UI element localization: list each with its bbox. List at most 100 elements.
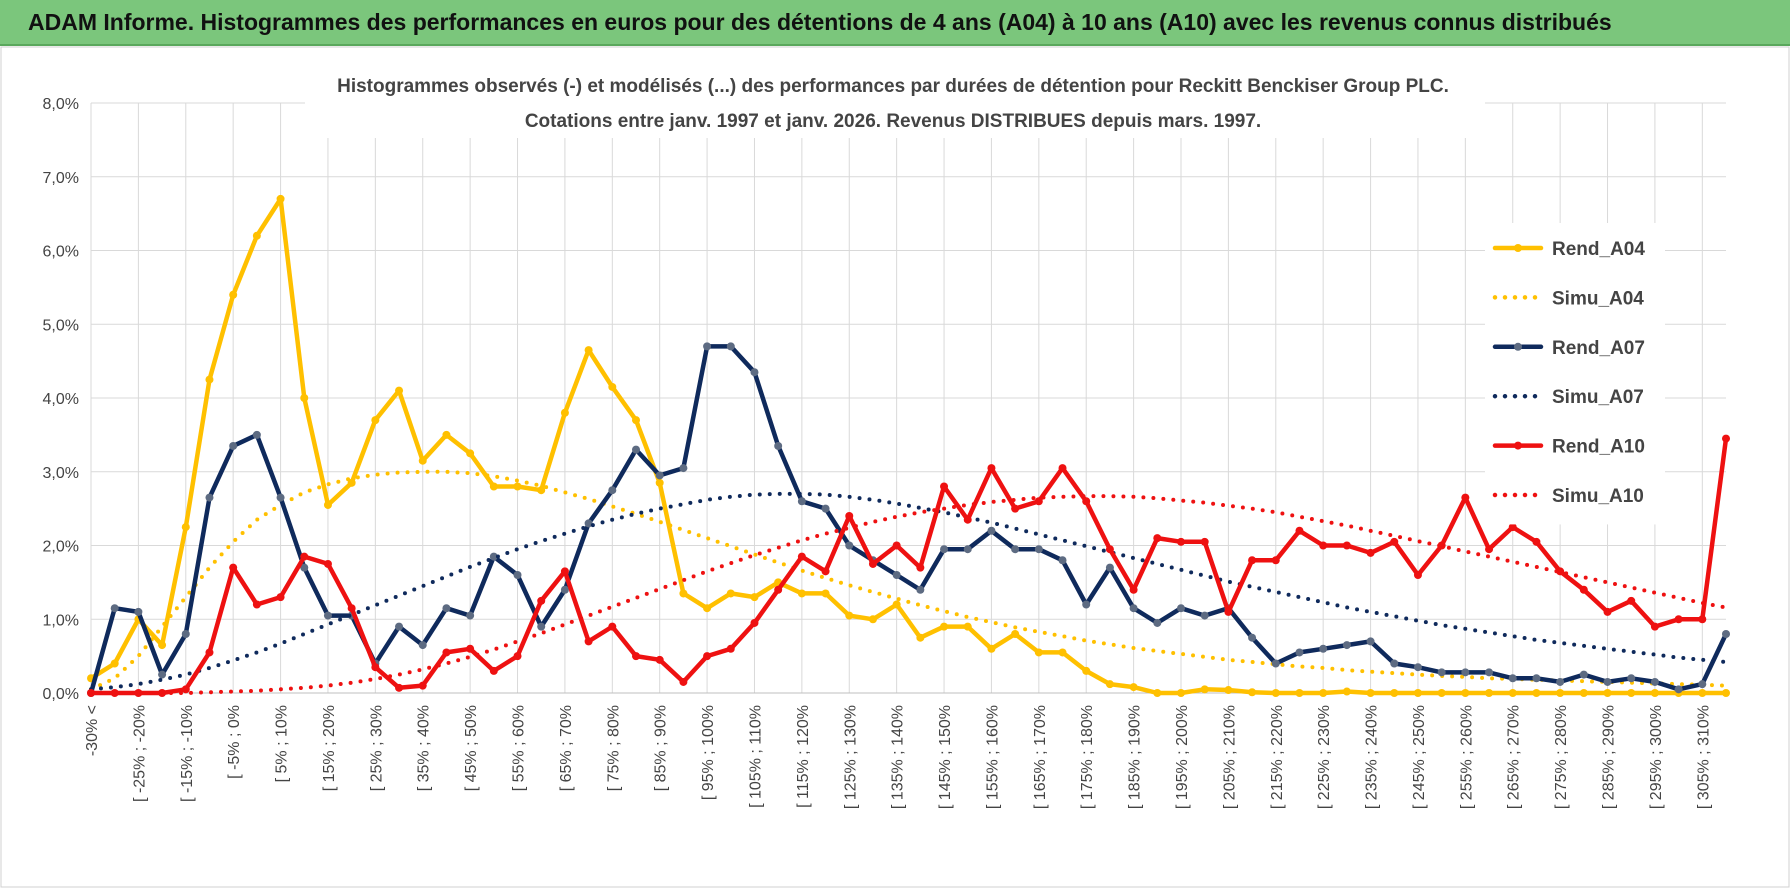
data-point [1627,689,1636,697]
data-point [1295,648,1304,657]
data-point [181,523,190,532]
data-point [300,552,309,561]
data-point [608,486,617,495]
y-tick-label: 5,0% [43,317,79,334]
header-bar: ADAM Informe. Histogrammes des performan… [0,0,1790,46]
x-tick-label: [ 115% ; 120% [795,705,812,808]
y-tick-label: 8,0% [43,96,79,113]
data-point [892,571,901,579]
data-point [679,677,688,686]
data-point [1224,686,1233,695]
data-point [1437,668,1446,677]
data-point [560,585,569,594]
data-point [797,497,806,506]
data-point [323,611,332,620]
page-title: ADAM Informe. Histogrammes des performan… [28,9,1612,35]
data-point [845,512,854,520]
x-tick-label: [ 75% ; 80% [605,705,622,791]
data-point [750,618,759,627]
data-point [371,416,380,425]
data-point [1248,556,1257,565]
data-point [1058,648,1067,657]
data-point [703,604,712,613]
data-point [987,464,996,473]
data-point [584,346,593,355]
data-point [300,394,309,402]
data-point [323,500,332,509]
data-point [750,368,759,377]
x-tick-label: [ 135% ; 140% [890,705,907,809]
data-point [1011,504,1020,513]
data-point [726,644,735,653]
data-point [1248,688,1257,697]
data-point [110,689,119,697]
y-tick-label: 3,0% [43,465,79,482]
data-point [252,231,261,240]
data-point [655,471,664,480]
x-tick-label: [ -5% ; 0% [226,705,243,779]
data-point [1177,604,1185,613]
data-point [726,589,735,598]
data-point [632,652,640,661]
data-point [608,382,617,391]
data-point [229,290,238,299]
data-point [1627,674,1636,683]
data-point [1603,607,1612,616]
series-line [88,436,1729,696]
x-tick-label: [ 275% ; 280% [1553,705,1570,809]
data-point [1082,600,1091,609]
x-tick-label: [ 305% ; 310% [1695,705,1712,809]
data-point [1342,541,1351,550]
data-point [584,637,593,646]
data-point [1722,630,1730,638]
data-point [442,648,451,657]
data-point [916,585,925,594]
x-tick-label: [ 35% ; 40% [416,705,433,791]
data-point [1603,689,1612,697]
x-tick-label: [ 295% ; 300% [1648,705,1665,809]
data-point [347,604,356,613]
data-point [560,567,569,576]
legend-label: Rend_A10 [1552,437,1645,458]
x-tick-label: [ 85% ; 90% [653,705,670,791]
data-point [395,386,404,395]
data-point [1342,641,1351,650]
data-point [1579,689,1588,697]
x-tick-label: [ 245% ; 250% [1411,705,1428,809]
data-point [537,486,546,495]
data-point [1650,677,1659,686]
data-point [1319,689,1328,697]
data-point [916,633,925,642]
x-tick-label: [ 95% ; 100% [700,705,717,800]
legend-backdrop [1485,223,1665,525]
data-point [418,456,427,465]
data-point [537,622,546,631]
data-point [1319,541,1328,550]
data-point [181,685,190,694]
data-point [963,515,972,524]
x-tick-label: -30% < [84,705,101,756]
data-point [940,622,949,631]
data-point [1413,689,1422,697]
data-point [489,666,498,675]
data-point [418,641,427,650]
data-point [608,622,617,631]
data-point [868,615,877,624]
data-point [1177,689,1185,697]
data-point [1722,434,1730,443]
data-point [110,659,119,668]
data-point [442,430,451,439]
x-tick-label: [ 235% ; 240% [1364,705,1381,809]
data-point [513,652,522,661]
data-point [300,563,309,572]
x-tick-label: [ 125% ; 130% [842,705,859,809]
x-tick-label: [ 55% ; 60% [511,705,528,791]
data-point [1366,548,1375,557]
y-tick-label: 1,0% [43,612,79,629]
data-point [1011,630,1020,638]
legend-marker [1514,441,1522,450]
data-point [1674,685,1683,694]
data-point [560,408,569,417]
data-point [1200,611,1209,620]
data-point [1461,668,1470,677]
